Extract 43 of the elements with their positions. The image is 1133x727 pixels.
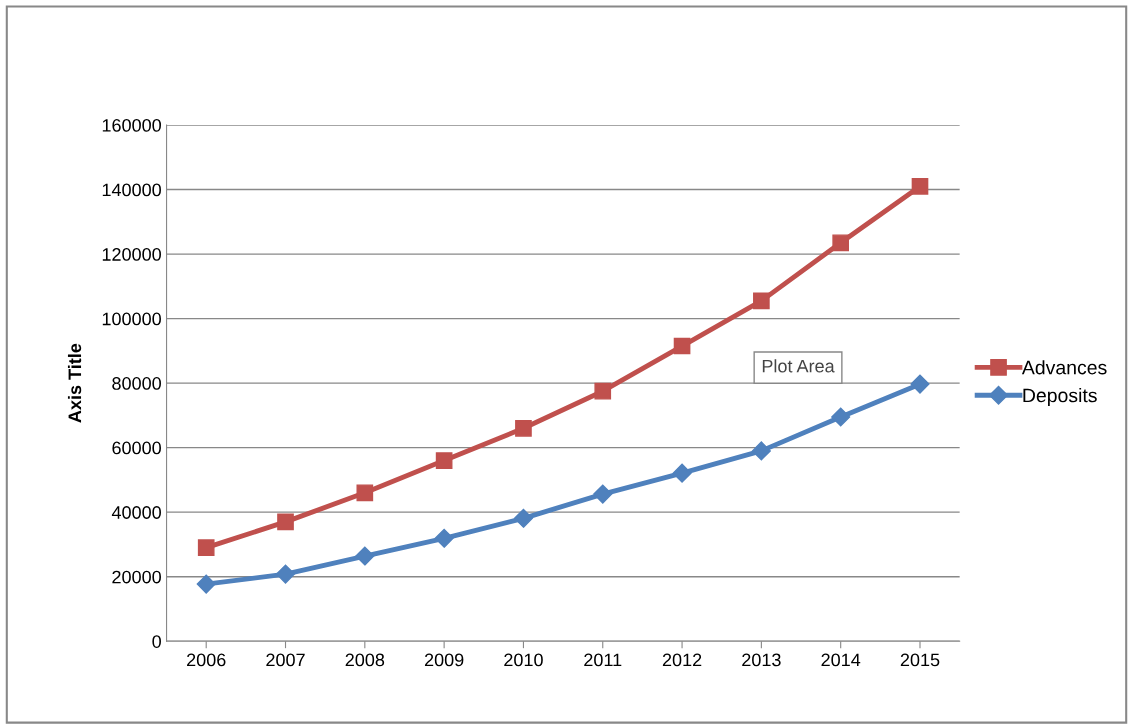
y-tick-label: 60000 [112, 441, 161, 455]
y-tick-label: 40000 [111, 506, 161, 519]
x-tick-label: 2010 [504, 653, 543, 667]
y-tick-label: 160000 [102, 118, 161, 132]
point [594, 382, 612, 400]
point [911, 178, 929, 195]
y-tick-label: 140000 [102, 183, 161, 197]
point [751, 441, 771, 461]
point [275, 564, 296, 584]
y-tick-label: 0 [152, 635, 161, 648]
x-tick-label: 2014 [821, 653, 861, 667]
y-tick-label: 80000 [112, 377, 161, 390]
y-tick-label: 100000 [102, 312, 161, 326]
point [673, 337, 691, 355]
y-tick-label: 120000 [102, 248, 161, 261]
point [593, 484, 613, 504]
legend-label: Advances [1021, 360, 1107, 375]
x-tick-label: 2007 [266, 653, 305, 667]
x-tick-label: 2013 [742, 653, 781, 667]
point [435, 452, 453, 469]
point [434, 528, 454, 548]
y-axis-title: Axis Title [67, 343, 82, 423]
x-tick-label: 2015 [900, 653, 940, 667]
point [356, 484, 374, 502]
x-tick-label: 2011 [584, 653, 622, 667]
point [277, 513, 294, 531]
point [513, 508, 533, 528]
annotation: Plot Area [762, 359, 835, 373]
point [910, 374, 930, 394]
point [832, 234, 850, 252]
point [355, 546, 375, 566]
point [197, 539, 215, 556]
point [672, 463, 692, 483]
legend-label: Deposits [1023, 387, 1097, 407]
x-tick-label: 2008 [345, 653, 385, 667]
point [196, 574, 216, 594]
point [831, 407, 851, 427]
x-tick-label: 2009 [424, 653, 464, 667]
point [753, 292, 770, 310]
y-tick-label: 20000 [112, 570, 161, 584]
point [515, 419, 532, 437]
x-tick-label: 2012 [662, 653, 702, 667]
x-tick-label: 2006 [187, 653, 226, 667]
